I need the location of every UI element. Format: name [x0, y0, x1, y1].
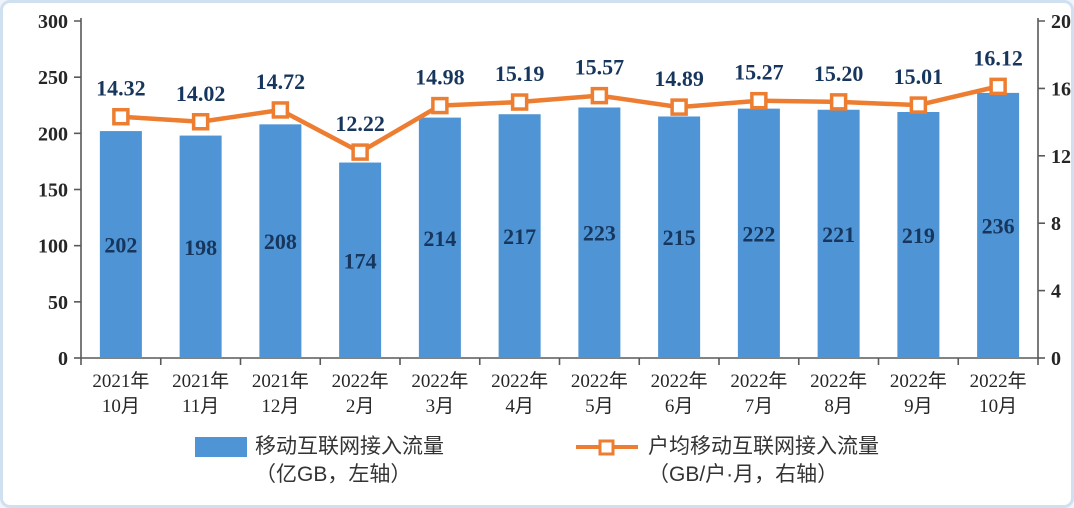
line-legend-line2: （GB/户·月，右轴）	[648, 462, 839, 486]
right-axis-tick-label: 4	[1051, 281, 1061, 303]
line-marker	[590, 86, 609, 105]
bar-data-label: 198	[184, 235, 217, 260]
left-axis-tick-label: 300	[38, 11, 68, 33]
x-axis-category-label: 2022年 6月	[651, 370, 708, 417]
bar-legend-label: 移动互联网接入流量 （亿GB，左轴）	[255, 433, 444, 488]
line-data-label: 14.89	[654, 66, 704, 91]
left-axis-tick-label: 200	[38, 123, 68, 145]
bar-data-label: 221	[822, 222, 855, 247]
legend-item-line[interactable]: 户均移动互联网接入流量 （GB/户·月，右轴）	[574, 433, 879, 488]
plot-area: 0 50 100 150 200 250 300 0 4 8 12 16 20 2021年 10月 2021年…	[3, 3, 1071, 431]
bar-data-label: 202	[104, 233, 137, 258]
line-data-label: 15.01	[894, 64, 944, 89]
x-axis-category-label: 2022年 2月	[332, 370, 389, 417]
line-marker	[989, 77, 1007, 96]
bar-data-label: 217	[503, 224, 536, 249]
bar-data-label: 208	[264, 229, 297, 254]
bar	[578, 107, 621, 358]
line-series-swatch	[576, 439, 638, 456]
bar	[817, 109, 860, 358]
left-axis-tick-label: 250	[38, 67, 68, 89]
left-axis-tick-label: 150	[38, 180, 68, 202]
line-data-label: 14.98	[415, 65, 465, 90]
bar	[897, 111, 940, 359]
x-axis-category-label: 2022年 10月	[970, 370, 1027, 417]
line-data-label: 15.27	[734, 60, 784, 85]
line-marker	[271, 101, 290, 119]
bar-legend-line2: （亿GB，左轴）	[255, 462, 412, 486]
line-data-label: 12.22	[335, 111, 385, 136]
line-data-label: 14.72	[256, 69, 306, 94]
bar-legend-line1: 移动互联网接入流量	[255, 435, 444, 458]
x-axis-category-label: 2022年 3月	[411, 370, 468, 417]
x-axis-category-label: 2021年 11月	[172, 370, 229, 417]
right-axis-tick-label: 20	[1051, 11, 1071, 33]
line-marker	[829, 93, 848, 111]
bar	[339, 162, 382, 358]
left-axis-tick-label: 50	[48, 292, 68, 314]
x-axis-category-label: 2022年 9月	[890, 370, 947, 417]
right-axis-tick-label: 8	[1051, 213, 1061, 235]
bar	[418, 117, 461, 359]
bar-data-label: 214	[423, 226, 456, 251]
line-data-label: 14.02	[176, 81, 226, 106]
line-marker	[909, 96, 928, 114]
bar-data-label: 236	[982, 213, 1015, 238]
left-axis-tick-label: 0	[58, 348, 68, 370]
right-axis-tick-label: 0	[1051, 348, 1061, 370]
line-legend-label: 户均移动互联网接入流量 （GB/户·月，右轴）	[648, 433, 879, 488]
right-axis-tick-label: 16	[1051, 78, 1071, 100]
line-marker	[510, 93, 529, 111]
bar-data-label: 215	[663, 225, 696, 250]
bar-series-swatch	[195, 437, 247, 457]
line-data-label: 15.19	[495, 61, 545, 86]
line-marker	[750, 91, 768, 110]
line-marker	[351, 143, 369, 161]
line-series	[120, 84, 999, 155]
line-marker	[670, 98, 688, 116]
bar-data-label: 223	[583, 221, 616, 246]
bar	[977, 92, 1020, 358]
x-axis-category-label: 2022年 4月	[491, 370, 548, 417]
left-axis-tick-label: 100	[38, 236, 68, 258]
bar	[179, 135, 222, 358]
bar	[259, 124, 302, 358]
right-axis-tick-label: 12	[1051, 146, 1071, 168]
line-data-label: 16.12	[973, 45, 1023, 70]
bar-data-label: 222	[742, 221, 775, 246]
bar	[498, 114, 541, 358]
bar-data-label: 174	[344, 248, 377, 273]
legend: 移动互联网接入流量 （亿GB，左轴） 户均移动互联网接入流量 （GB/户·月，右…	[3, 433, 1071, 488]
line-marker	[191, 113, 210, 131]
bar	[658, 116, 701, 358]
line-marker	[112, 107, 130, 126]
line-data-label: 15.20	[814, 61, 864, 86]
x-axis-category-label: 2022年 7月	[730, 370, 787, 417]
line-data-label: 14.32	[96, 76, 146, 101]
bar-data-label: 219	[902, 223, 935, 248]
legend-item-bar[interactable]: 移动互联网接入流量 （亿GB，左轴）	[195, 433, 444, 488]
x-axis-category-label: 2022年 8月	[810, 370, 867, 417]
x-axis-category-label: 2021年 12月	[252, 370, 309, 417]
combo-chart: 0 50 100 150 200 250 300 0 4 8 12 16 20 2021年 10月 2021年…	[38, 11, 1071, 417]
x-axis-category-label: 2022年 5月	[571, 370, 628, 417]
line-data-label: 15.57	[575, 55, 625, 80]
line-marker	[431, 96, 449, 115]
x-axis-category-label: 2021年 10月	[92, 370, 149, 417]
bar	[99, 131, 142, 358]
bar	[737, 108, 780, 359]
line-legend-line1: 户均移动互联网接入流量	[648, 435, 879, 458]
